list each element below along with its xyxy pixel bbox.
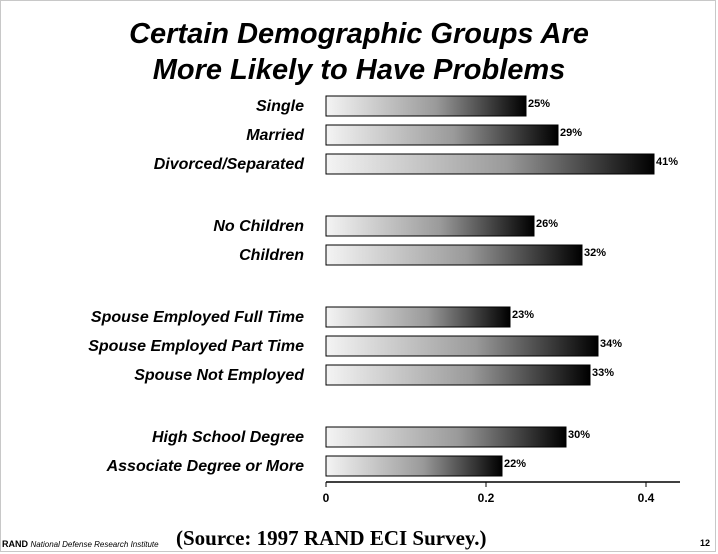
x-tick-label: 0.4: [638, 491, 655, 505]
data-label: 29%: [560, 127, 582, 139]
bar-no-children: [325, 215, 535, 237]
bar-spouse-employed-full-time: [325, 306, 511, 328]
data-label: 33%: [592, 367, 614, 379]
footer-credit: RAND National Defense Research Institute: [2, 539, 159, 549]
page-number: 12: [700, 538, 711, 548]
bar-spouse-not-employed: [325, 364, 591, 386]
x-tick-label: 0.2: [478, 491, 495, 505]
bar-associate-degree-or-more: [325, 455, 503, 477]
x-axis: 0 0.2 0.4: [323, 481, 680, 505]
x-tick-label: 0: [323, 491, 330, 505]
category-label: Spouse Not Employed: [134, 367, 305, 384]
category-label: Spouse Employed Full Time: [91, 309, 304, 326]
category-label: Children: [239, 247, 304, 264]
data-label: 41%: [656, 156, 678, 168]
bar-spouse-employed-part-time: [325, 335, 599, 357]
bar-divorced-separated: [325, 153, 655, 175]
category-label: Married: [246, 127, 305, 144]
category-label: Divorced/Separated: [154, 156, 306, 173]
bar-high-school-degree: [325, 426, 567, 448]
data-label: 34%: [600, 338, 622, 350]
bars-layer: Single 25% Married 29% Divorced/Separated 41%…: [88, 95, 678, 477]
chart-title-line-2: More Likely to Have Problems: [152, 54, 566, 86]
bar-married: [325, 124, 559, 146]
chart-title-line-1: Certain Demographic Groups Are: [129, 18, 589, 50]
data-label: 23%: [512, 309, 534, 321]
data-label: 26%: [536, 218, 558, 230]
source-note: (Source: 1997 RAND ECI Survey.): [176, 526, 487, 550]
data-label: 30%: [568, 429, 590, 441]
data-label: 22%: [504, 458, 526, 470]
category-label: High School Degree: [152, 429, 304, 446]
footer-org: RAND: [2, 539, 28, 549]
category-label: No Children: [213, 218, 304, 235]
chart-title: Certain Demographic Groups Are More Like…: [0, 16, 718, 88]
data-label: 32%: [584, 247, 606, 259]
category-label: Associate Degree or More: [106, 458, 305, 475]
category-label: Single: [256, 98, 304, 115]
data-label: 25%: [528, 98, 550, 110]
category-label: Spouse Employed Part Time: [88, 338, 304, 355]
footer-institute: National Defense Research Institute: [30, 540, 159, 549]
bar-single: [325, 95, 527, 117]
bar-children: [325, 244, 583, 266]
